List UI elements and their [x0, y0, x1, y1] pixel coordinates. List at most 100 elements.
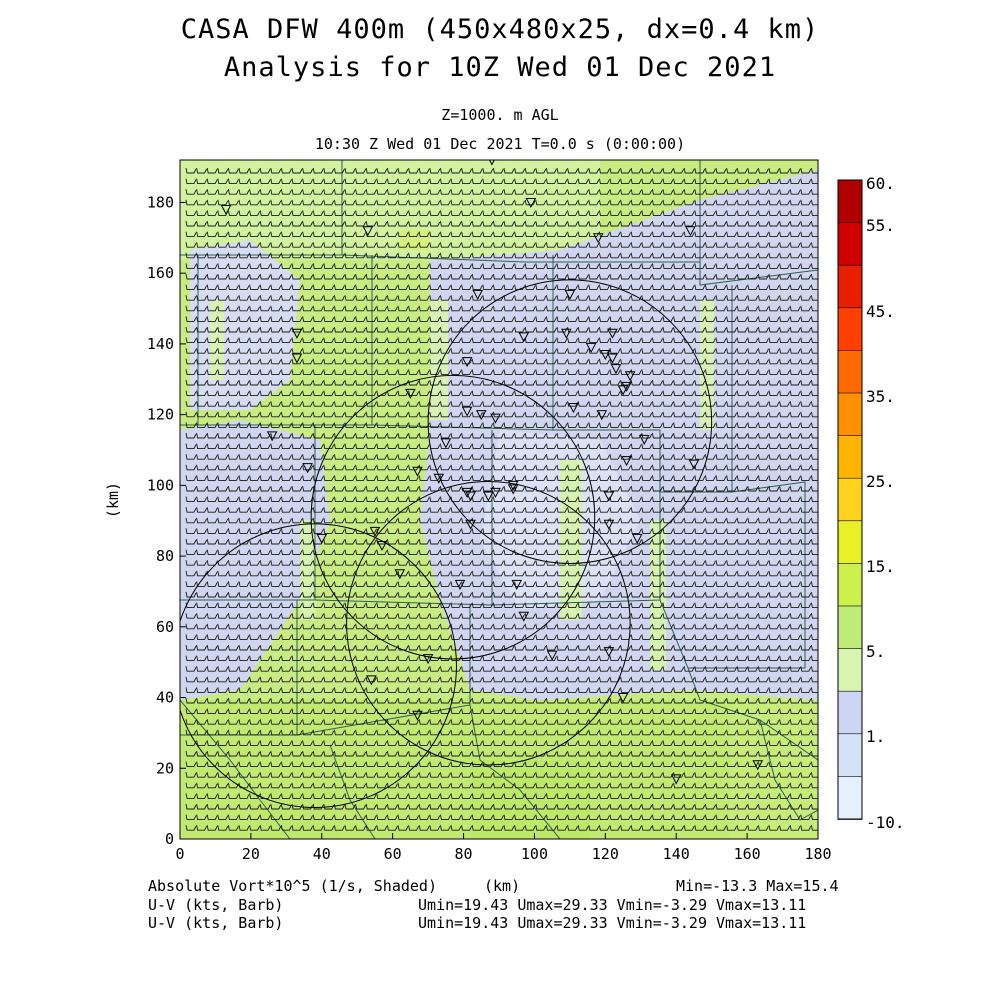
y-axis-label: (km) — [104, 482, 122, 518]
station-marker — [525, 197, 537, 209]
colorbar-swatch — [837, 563, 863, 607]
station-marker — [490, 487, 501, 498]
station-marker — [564, 289, 576, 300]
barb-stats: Umin=19.43 Umax=29.33 Vmin=-3.29 Vmax=13… — [418, 914, 807, 932]
station-marker — [617, 385, 629, 396]
station-marker — [369, 526, 381, 537]
y-tick-label: 40 — [156, 689, 174, 707]
station-marker — [465, 519, 476, 530]
station-marker — [394, 569, 406, 580]
radar-ring — [310, 374, 596, 660]
station-marker — [670, 774, 682, 785]
colorbar-label: 5. — [866, 642, 885, 661]
station-marker — [422, 654, 434, 665]
colorbar-swatch — [837, 307, 863, 352]
y-tick-label: 20 — [156, 759, 174, 777]
vorticity-shading — [180, 160, 818, 839]
station-marker — [603, 491, 615, 502]
map-title: CASA DFW 400m (450x480x25, dx=0.4 km) — [180, 14, 820, 45]
x-axis: 0 20 40 60 80 100 120 140 160 180 — [175, 833, 832, 863]
x-tick-label: 60 — [384, 845, 402, 863]
station-marker — [592, 233, 604, 244]
station-marker — [638, 434, 650, 445]
station-marker — [461, 357, 473, 368]
station-marker — [507, 480, 519, 491]
y-tick-label: 100 — [147, 476, 174, 494]
colorbar-label: 45. — [866, 302, 895, 321]
level-label: Z=1000. m AGL — [441, 106, 559, 124]
station-marker — [585, 342, 597, 354]
x-tick-label: 20 — [242, 845, 260, 863]
colorbar-label: 25. — [866, 472, 895, 491]
station-marker — [376, 540, 388, 552]
colorbar-swatch — [837, 179, 863, 224]
station-marker — [607, 328, 618, 339]
colorbar-frame — [837, 179, 863, 820]
station-marker — [624, 371, 636, 382]
colorbar-swatch — [837, 350, 863, 394]
colorbar-swatch — [837, 605, 863, 650]
station-marker — [752, 760, 764, 771]
colorbar-swatch — [837, 392, 863, 437]
wind-barbs — [185, 167, 818, 831]
station-marker — [507, 484, 519, 495]
x-tick-label: 180 — [804, 845, 831, 863]
station-marker — [617, 693, 629, 704]
station-marker — [631, 533, 643, 544]
station-marker — [433, 473, 445, 484]
y-tick-label: 0 — [165, 830, 174, 848]
colorbar-label: -10. — [866, 813, 905, 832]
x-tick-label: 140 — [663, 845, 690, 863]
station-marker — [461, 487, 473, 498]
y-tick-label: 120 — [147, 406, 174, 424]
colorbar-label: 35. — [866, 387, 895, 406]
colorbar-swatch — [837, 648, 863, 692]
station-marker — [483, 491, 494, 502]
station-marker — [518, 332, 530, 343]
station-marker — [362, 226, 374, 237]
y-axis: 0 20 40 60 80 100 120 140 160 180 — [147, 193, 186, 848]
valid-time-label: 10:30 Z Wed 01 Dec 2021 T=0.0 s (0:00:00… — [314, 135, 686, 153]
map-subtitle: Analysis for 10Z Wed 01 Dec 2021 — [223, 52, 777, 83]
station-marker — [685, 226, 696, 237]
colorbar-swatch — [837, 776, 863, 820]
colorbar-swatch — [837, 520, 863, 565]
radar-range-rings — [180, 279, 713, 808]
x-unit-label: (km) — [484, 877, 521, 895]
station-marker — [511, 579, 523, 590]
station-markers — [220, 160, 764, 785]
station-marker — [440, 438, 452, 449]
station-marker — [366, 675, 377, 686]
colorbar-swatch — [837, 690, 863, 735]
colorbar-label: 55. — [866, 216, 895, 235]
y-tick-label: 180 — [147, 193, 174, 211]
station-marker — [688, 459, 700, 470]
station-marker — [291, 353, 303, 364]
x-tick-label: 80 — [455, 845, 473, 863]
station-marker — [472, 289, 484, 300]
x-tick-label: 40 — [313, 845, 331, 863]
station-marker — [461, 406, 473, 417]
wind-barb-field — [185, 167, 818, 831]
station-marker — [607, 353, 618, 364]
colorbar-swatch — [837, 477, 863, 522]
y-tick-label: 80 — [156, 547, 174, 565]
station-marker — [610, 364, 622, 375]
station-marker — [603, 647, 615, 658]
station-marker — [465, 491, 476, 502]
x-tick-label: 160 — [734, 845, 761, 863]
station-marker — [621, 456, 632, 467]
station-marker — [316, 533, 328, 544]
radar-ring — [427, 279, 713, 564]
station-marker — [302, 463, 313, 474]
minmax-label: Min=-13.3 Max=15.4 — [676, 877, 839, 895]
colorbar-label: 1. — [866, 727, 885, 746]
y-tick-label: 140 — [147, 335, 174, 353]
plot-frame — [179, 159, 819, 840]
station-marker — [220, 205, 232, 216]
radar-ring — [180, 523, 457, 808]
station-marker — [596, 410, 608, 421]
station-marker — [412, 710, 423, 721]
field-label: Absolute Vort*10^5 (1/s, Shaded) — [148, 877, 437, 895]
